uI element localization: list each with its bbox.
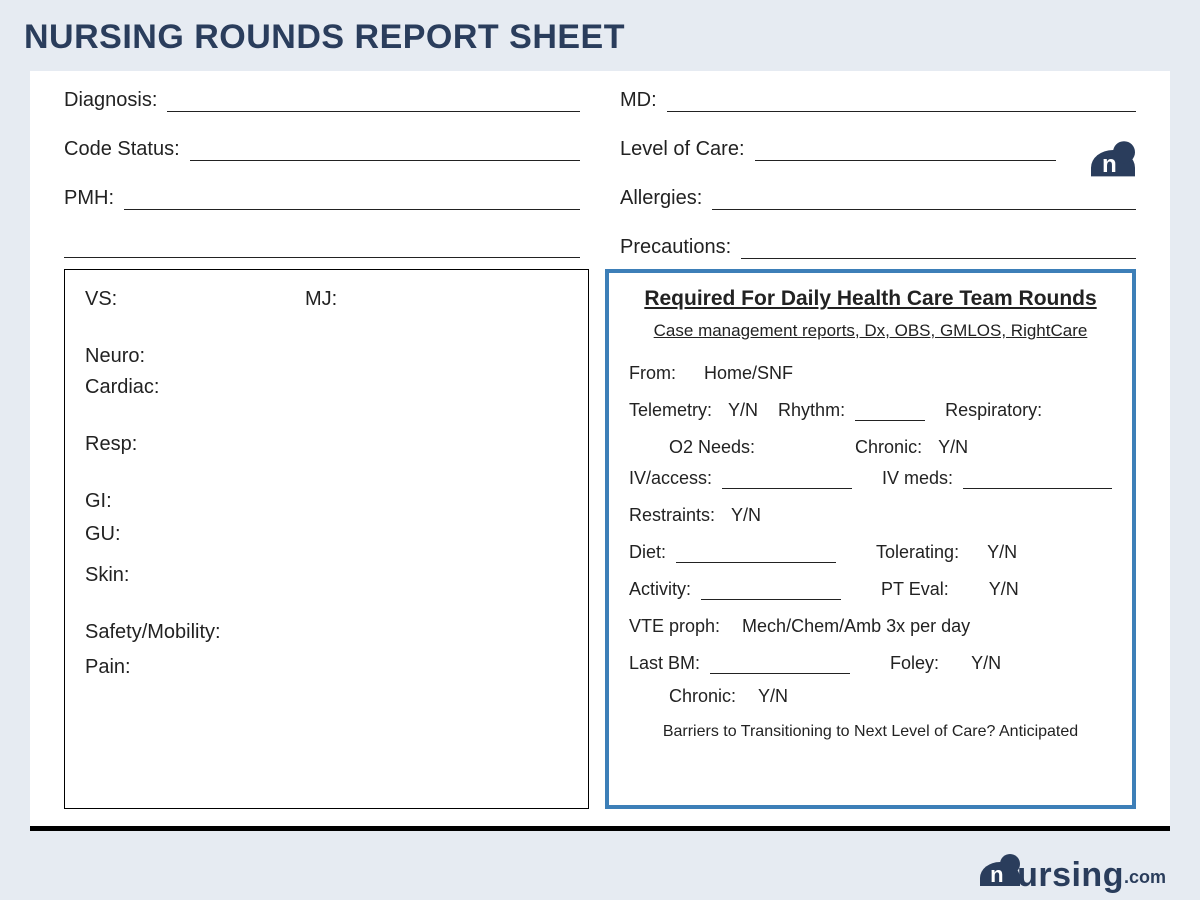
label-diagnosis: Diagnosis:: [64, 89, 157, 112]
row-iv: IV/access: IV meds:: [629, 468, 1112, 489]
brand-name: ursing: [1017, 858, 1124, 892]
row-restraints: Restraints: Y/N: [629, 505, 1112, 526]
brand-suffix: .com: [1124, 863, 1166, 892]
label-rhythm: Rhythm:: [778, 400, 845, 421]
value-restraints-yn[interactable]: Y/N: [731, 505, 761, 526]
field-pmh-line2[interactable]: [64, 236, 580, 258]
label-cardiac: Cardiac:: [85, 376, 568, 399]
blank-iv-meds[interactable]: [963, 469, 1112, 489]
blank-rhythm[interactable]: [855, 401, 925, 421]
assessment-box: VS: MJ: Neuro: Cardiac: Resp: GI: GU: Sk…: [64, 269, 589, 809]
nursing-logo-icon: n: [980, 852, 1020, 892]
label-allergies: Allergies:: [620, 187, 702, 210]
label-neuro: Neuro:: [85, 345, 568, 368]
header-row-1: Diagnosis: MD:: [64, 89, 1136, 112]
label-skin: Skin:: [85, 564, 568, 587]
blank-diagnosis[interactable]: [167, 90, 580, 112]
label-resp: Resp:: [85, 433, 568, 456]
row-last-bm: Last BM: Foley: Y/N: [629, 653, 1112, 674]
row-telemetry: Telemetry: Y/N Rhythm: Respiratory:: [629, 400, 1112, 421]
label-activity: Activity:: [629, 579, 691, 600]
rounds-subtitle: Case management reports, Dx, OBS, GMLOS,…: [629, 321, 1112, 341]
blank-allergies[interactable]: [712, 188, 1136, 210]
blank-activity[interactable]: [701, 580, 841, 600]
blank-md[interactable]: [667, 90, 1136, 112]
row-from: From: Home/SNF: [629, 363, 1112, 384]
label-tolerating: Tolerating:: [876, 542, 959, 563]
row-diet: Diet: Tolerating: Y/N: [629, 542, 1112, 563]
blank-diet[interactable]: [676, 543, 836, 563]
label-last-bm: Last BM:: [629, 653, 700, 674]
label-level-of-care: Level of Care:: [620, 138, 745, 161]
label-pmh: PMH:: [64, 187, 114, 210]
label-iv-access: IV/access:: [629, 468, 712, 489]
label-pt-eval: PT Eval:: [881, 579, 949, 600]
blank-level-of-care[interactable]: [755, 139, 1056, 161]
blank-code-status[interactable]: [190, 139, 580, 161]
field-level-of-care[interactable]: Level of Care:: [620, 138, 1136, 161]
label-vs: VS:: [85, 288, 305, 311]
value-foley-yn[interactable]: Y/N: [971, 653, 1001, 674]
row-activity: Activity: PT Eval: Y/N: [629, 579, 1112, 600]
label-gi: GI:: [85, 490, 568, 513]
label-gu: GU:: [85, 523, 568, 546]
label-foley: Foley:: [890, 653, 939, 674]
label-safety-mobility: Safety/Mobility:: [85, 621, 568, 644]
label-chronic-1: Chronic:: [855, 437, 922, 458]
label-barriers: Barriers to Transitioning to Next Level …: [663, 723, 1078, 741]
blank-precautions[interactable]: [741, 237, 1136, 259]
label-iv-meds: IV meds:: [882, 468, 953, 489]
rounds-title: Required For Daily Health Care Team Roun…: [629, 287, 1112, 311]
blank-iv-access[interactable]: [722, 469, 852, 489]
content-row: VS: MJ: Neuro: Cardiac: Resp: GI: GU: Sk…: [64, 269, 1136, 809]
label-vte: VTE proph:: [629, 616, 720, 637]
field-diagnosis[interactable]: Diagnosis:: [64, 89, 580, 112]
logo-letter: n: [1102, 150, 1117, 179]
row-o2: O2 Needs: Chronic: Y/N: [629, 437, 1112, 458]
row-barriers: Barriers to Transitioning to Next Level …: [629, 723, 1112, 741]
label-telemetry: Telemetry:: [629, 400, 712, 421]
label-o2-needs: O2 Needs:: [669, 437, 755, 458]
field-precautions[interactable]: Precautions:: [620, 236, 1136, 259]
row-vte: VTE proph: Mech/Chem/Amb 3x per day: [629, 616, 1112, 637]
sheet-bottom-rule: [30, 826, 1170, 831]
blank-last-bm[interactable]: [710, 654, 850, 674]
field-pmh[interactable]: PMH:: [64, 187, 580, 210]
header-row-2: Code Status: Level of Care:: [64, 138, 1136, 161]
label-diet: Diet:: [629, 542, 666, 563]
page-title: NURSING ROUNDS REPORT SHEET: [0, 0, 1200, 71]
value-vte: Mech/Chem/Amb 3x per day: [742, 616, 970, 637]
label-mj: MJ:: [305, 288, 337, 311]
label-restraints: Restraints:: [629, 505, 715, 526]
header-row-3: PMH: Allergies:: [64, 187, 1136, 210]
field-md[interactable]: MD:: [620, 89, 1136, 112]
nursing-brand: n ursing .com: [980, 852, 1166, 892]
row-chronic-2: Chronic: Y/N: [629, 686, 1112, 707]
label-md: MD:: [620, 89, 657, 112]
field-allergies[interactable]: Allergies:: [620, 187, 1136, 210]
value-pt-eval-yn[interactable]: Y/N: [989, 579, 1019, 600]
value-telemetry-yn[interactable]: Y/N: [728, 400, 758, 421]
header-row-4: Precautions:: [64, 236, 1136, 259]
blank-pmh-2[interactable]: [64, 236, 580, 258]
value-from: Home/SNF: [704, 363, 793, 384]
blank-pmh[interactable]: [124, 188, 580, 210]
label-code-status: Code Status:: [64, 138, 180, 161]
value-tolerating-yn[interactable]: Y/N: [987, 542, 1017, 563]
field-code-status[interactable]: Code Status:: [64, 138, 580, 161]
value-chronic-yn-1[interactable]: Y/N: [938, 437, 968, 458]
daily-rounds-box: Required For Daily Health Care Team Roun…: [605, 269, 1136, 809]
label-precautions: Precautions:: [620, 236, 731, 259]
label-chronic-2: Chronic:: [669, 686, 736, 707]
value-chronic-yn-2[interactable]: Y/N: [758, 686, 788, 707]
label-from: From:: [629, 363, 676, 384]
label-pain: Pain:: [85, 656, 568, 679]
label-respiratory: Respiratory:: [945, 400, 1042, 421]
nursing-n-icon: n: [1093, 141, 1130, 181]
report-sheet: Diagnosis: MD: Code Status: Level of Car…: [30, 71, 1170, 831]
